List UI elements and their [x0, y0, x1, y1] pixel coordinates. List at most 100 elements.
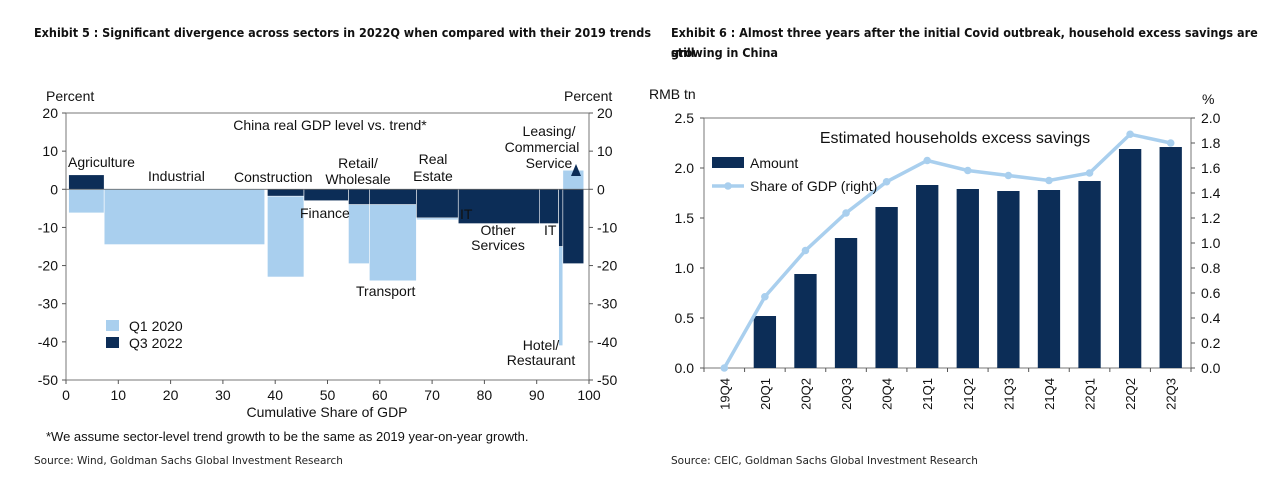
- bar-q1-2020-1: [103, 188, 266, 245]
- legend-swatch-q3-2022: [106, 337, 119, 348]
- x-tick-label: 90: [529, 387, 545, 403]
- y-tick-label-left: 10: [42, 143, 58, 159]
- label-hotel-line1: Hotel/: [523, 337, 560, 353]
- point-share-of-gdp-11: [1166, 139, 1175, 147]
- y-tick-label-left: -10: [38, 219, 58, 235]
- point-share-of-gdp-3: [842, 209, 850, 217]
- y-tick-label-right: -10: [597, 219, 617, 235]
- y-tick-label-left: 2.0: [675, 160, 695, 176]
- bar-amount-10: [1118, 149, 1142, 368]
- bar-q3-2022-7: [457, 188, 540, 224]
- right-source: Source: CEIC, Goldman Sachs Global Inves…: [671, 455, 978, 467]
- y-tick-label-right: 0.8: [1201, 260, 1221, 276]
- x-tick-label: 60: [372, 387, 388, 403]
- exhibit-6-title-line1: Exhibit 6 : Almost three years after the…: [671, 25, 1258, 60]
- footnote: *We assume sector-level trend growth to …: [46, 429, 529, 444]
- point-share-of-gdp-0: [720, 364, 729, 372]
- legend-label-share: Share of GDP (right): [750, 178, 877, 194]
- legend-swatch-q1-2020: [106, 320, 119, 331]
- label-industrial: Industrial: [148, 168, 205, 184]
- label-leasing-line2: Commercial: [505, 139, 580, 155]
- y-tick-label-left: -40: [38, 334, 58, 350]
- y-tick-label-right: 0.4: [1201, 310, 1221, 326]
- x-tick-label: 0: [62, 387, 70, 403]
- label-finance: Finance: [300, 205, 350, 221]
- label-it-marker: IT: [460, 206, 473, 222]
- chart-inner-title: China real GDP level vs. trend*: [233, 117, 427, 133]
- x-tick-label: 20Q2: [798, 378, 813, 410]
- bar-q3-2022-3: [303, 188, 349, 202]
- y-tick-label-right: 0.2: [1201, 335, 1221, 351]
- bar-amount-3: [834, 238, 858, 368]
- x-tick-label: 21Q1: [920, 378, 935, 410]
- x-tick-label: 22Q2: [1123, 378, 1138, 410]
- point-share-of-gdp-4: [882, 177, 891, 186]
- point-share-of-gdp-7: [1004, 171, 1013, 180]
- y-tick-label-left: -30: [38, 296, 58, 312]
- x-tick-label: 10: [111, 387, 127, 403]
- label-leasing-line3: Service: [526, 155, 573, 171]
- bar-q3-2022-4: [348, 188, 370, 205]
- x-tick-label: 20Q3: [839, 378, 854, 410]
- x-tick-label: 50: [320, 387, 336, 403]
- y-tick-label-right: 1.4: [1201, 185, 1221, 201]
- x-tick-label: 19Q4: [717, 378, 732, 410]
- x-tick-label: 22Q1: [1083, 378, 1098, 410]
- line-share-of-gdp: [722, 132, 1172, 369]
- y-tick-label-right: -50: [597, 372, 617, 388]
- y-tick-label-left: 20: [42, 105, 58, 121]
- point-share-of-gdp-6: [963, 166, 972, 175]
- y-tick-label-left: -50: [38, 372, 58, 388]
- y-tick-label-right: 1.6: [1201, 160, 1221, 176]
- legend-label-amount: Amount: [750, 155, 798, 171]
- y-tick-label-right: -40: [597, 334, 617, 350]
- legend-label-q3-2022: Q3 2022: [129, 335, 183, 351]
- label-it: IT: [544, 222, 557, 238]
- x-tick-label: 20Q1: [758, 378, 773, 410]
- y-tick-label-right: -20: [597, 258, 617, 274]
- bar-amount-7: [997, 191, 1020, 368]
- y-tick-label-right: 0: [597, 181, 605, 197]
- label-hotel-line2: Restaurant: [507, 352, 576, 368]
- bar-q3-2022-2: [267, 188, 305, 197]
- label-construction: Construction: [234, 169, 313, 185]
- bar-q1-2020-2: [267, 188, 305, 278]
- point-share-of-gdp-1: [761, 292, 769, 301]
- bar-amount-9: [1078, 181, 1101, 368]
- x-axis-label: Cumulative Share of GDP: [246, 404, 407, 420]
- bar-amount-6: [956, 189, 979, 368]
- point-share-of-gdp-5: [923, 156, 932, 165]
- legend-swatch-share-marker: [724, 182, 732, 190]
- bar-q3-2022-0: [68, 174, 105, 190]
- bar-q1-2020-0: [68, 188, 105, 214]
- bar-amount-1: [753, 316, 777, 368]
- y-tick-label-right: 0.0: [1201, 360, 1221, 376]
- x-tick-label: 21Q3: [1001, 378, 1016, 410]
- y-tick-label-right: 1.8: [1201, 135, 1221, 151]
- leasing-arrow-icon: [571, 164, 581, 176]
- y-tick-label-left: 1.5: [675, 210, 695, 226]
- label-real-estate-line2: Estate: [413, 168, 453, 184]
- y-tick-label-right: 20: [597, 105, 613, 121]
- legend-swatch-amount: [712, 157, 744, 168]
- bar-amount-11: [1159, 147, 1182, 368]
- bar-amount-8: [1037, 190, 1061, 368]
- label-real-estate-line1: Real: [419, 151, 448, 167]
- excess-savings-chart: 2.5 2.0 1.5 1.0 0.5 0.0 2.0 1.8 1.6 1.4 1.2 1.0 0.8 0…: [649, 86, 1221, 410]
- point-share-of-gdp-8: [1045, 176, 1053, 185]
- x-tick-label: 40: [267, 387, 283, 403]
- bar-q3-2022-9: [558, 188, 564, 247]
- left-source: Source: Wind, Goldman Sachs Global Inves…: [34, 455, 343, 467]
- y-axis-label-left: Percent: [46, 88, 94, 104]
- bar-q3-2022-5: [369, 188, 417, 205]
- x-tick-label: 80: [477, 387, 493, 403]
- bar-amount-5: [916, 185, 939, 368]
- x-tick-label: 22Q3: [1164, 378, 1179, 410]
- y-tick-label-right: 2.0: [1201, 110, 1221, 126]
- x-tick-label: 21Q4: [1042, 378, 1057, 410]
- point-share-of-gdp-9: [1085, 169, 1094, 177]
- y-tick-label-right: 1.2: [1201, 210, 1221, 226]
- label-retail-line1: Retail/: [338, 155, 378, 171]
- y-tick-label-left: 0.5: [675, 310, 695, 326]
